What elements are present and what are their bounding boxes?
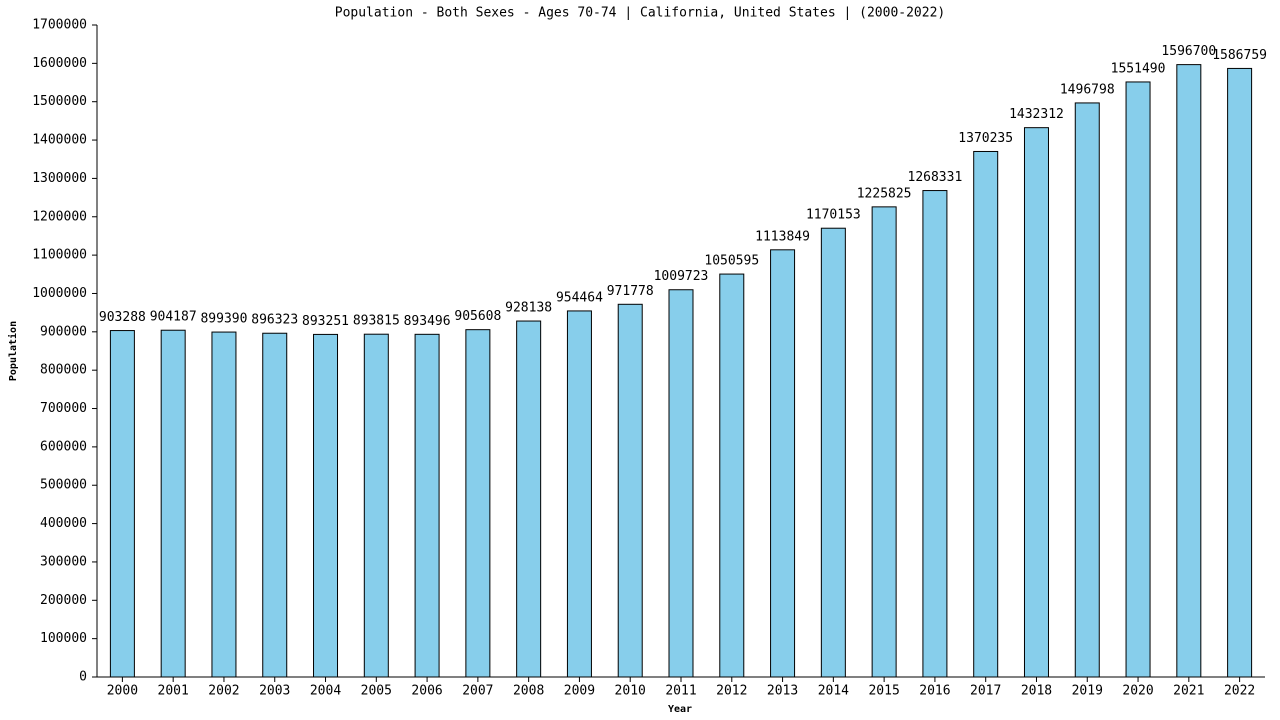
x-tick-label: 2010	[615, 684, 646, 699]
x-tick-label: 2014	[818, 684, 849, 699]
bar	[109, 330, 135, 678]
x-tick-label: 2003	[259, 684, 290, 699]
bar	[922, 190, 948, 678]
data-label: 954464	[556, 290, 603, 305]
data-label: 1586759	[1212, 48, 1267, 63]
data-label: 1113849	[755, 229, 810, 244]
x-tick-label: 2016	[919, 684, 950, 699]
x-tick-label: 2004	[310, 684, 341, 699]
data-label: 1596700	[1161, 44, 1216, 59]
data-label: 896323	[251, 313, 298, 328]
x-tick-label: 2008	[513, 684, 544, 699]
data-label: 971778	[607, 284, 654, 299]
y-tick-label: 0	[79, 670, 87, 685]
x-tick-label: 2013	[767, 684, 798, 699]
y-tick-label: 300000	[40, 554, 87, 569]
y-tick-label: 1200000	[32, 209, 87, 224]
y-tick-label: 1600000	[32, 56, 87, 71]
y-tick-label: 500000	[40, 478, 87, 493]
x-tick-label: 2001	[158, 684, 189, 699]
data-label: 1432312	[1009, 107, 1064, 122]
bar	[770, 249, 796, 678]
y-axis-label: Population	[7, 321, 19, 381]
y-tick-label: 600000	[40, 439, 87, 454]
data-label: 928138	[505, 301, 552, 316]
x-tick-label: 2022	[1224, 684, 1255, 699]
y-tick-label: 1000000	[32, 286, 87, 301]
y-tick-label: 100000	[40, 631, 87, 646]
bar	[1176, 64, 1202, 678]
bar	[414, 333, 440, 678]
x-axis-label: Year	[668, 704, 692, 715]
y-tick-label: 400000	[40, 516, 87, 531]
data-label: 1225825	[857, 186, 912, 201]
data-label: 1551490	[1111, 61, 1166, 76]
x-tick-label: 2009	[564, 684, 595, 699]
bar	[211, 331, 237, 678]
bar	[973, 150, 999, 678]
y-tick-label: 700000	[40, 401, 87, 416]
y-tick-label: 1700000	[32, 18, 87, 33]
bar	[1023, 127, 1049, 678]
data-label: 1170153	[806, 208, 861, 223]
bar	[313, 333, 339, 678]
bar	[1125, 81, 1151, 678]
y-tick-label: 900000	[40, 324, 87, 339]
bar	[871, 206, 897, 678]
data-label: 1496798	[1060, 82, 1115, 97]
x-tick-label: 2012	[716, 684, 747, 699]
x-tick-label: 2011	[665, 684, 696, 699]
chart-title: Population - Both Sexes - Ages 70-74 | C…	[335, 6, 945, 21]
x-tick-label: 2005	[361, 684, 392, 699]
bar	[1227, 67, 1253, 678]
x-tick-label: 2018	[1021, 684, 1052, 699]
bar	[160, 329, 186, 678]
bar	[516, 320, 542, 678]
bar	[363, 333, 389, 678]
data-label: 904187	[150, 310, 197, 325]
x-tick-label: 2000	[107, 684, 138, 699]
bar	[566, 310, 592, 678]
bar	[617, 303, 643, 678]
data-label: 893815	[353, 314, 400, 329]
data-label: 899390	[200, 312, 247, 327]
data-label: 893496	[404, 314, 451, 329]
data-label: 893251	[302, 314, 349, 329]
data-label: 1370235	[958, 131, 1013, 146]
x-tick-label: 2002	[208, 684, 239, 699]
bar	[465, 329, 491, 678]
data-label: 1268331	[908, 170, 963, 185]
y-tick-label: 1400000	[32, 133, 87, 148]
data-label: 903288	[99, 310, 146, 325]
bar	[719, 273, 745, 678]
data-label: 905608	[454, 309, 501, 324]
data-label: 1050595	[704, 254, 759, 269]
y-tick-label: 200000	[40, 593, 87, 608]
x-tick-label: 2020	[1122, 684, 1153, 699]
y-tick-label: 1100000	[32, 248, 87, 263]
x-tick-label: 2019	[1072, 684, 1103, 699]
bar	[668, 289, 694, 678]
bar	[262, 332, 288, 678]
x-tick-label: 2007	[462, 684, 493, 699]
x-tick-label: 2021	[1173, 684, 1204, 699]
x-tick-label: 2015	[868, 684, 899, 699]
bar	[820, 227, 846, 678]
y-tick-label: 800000	[40, 363, 87, 378]
y-tick-label: 1500000	[32, 94, 87, 109]
data-label: 1009723	[654, 269, 709, 284]
x-tick-label: 2017	[970, 684, 1001, 699]
y-tick-label: 1300000	[32, 171, 87, 186]
x-tick-label: 2006	[411, 684, 442, 699]
bar	[1074, 102, 1100, 678]
